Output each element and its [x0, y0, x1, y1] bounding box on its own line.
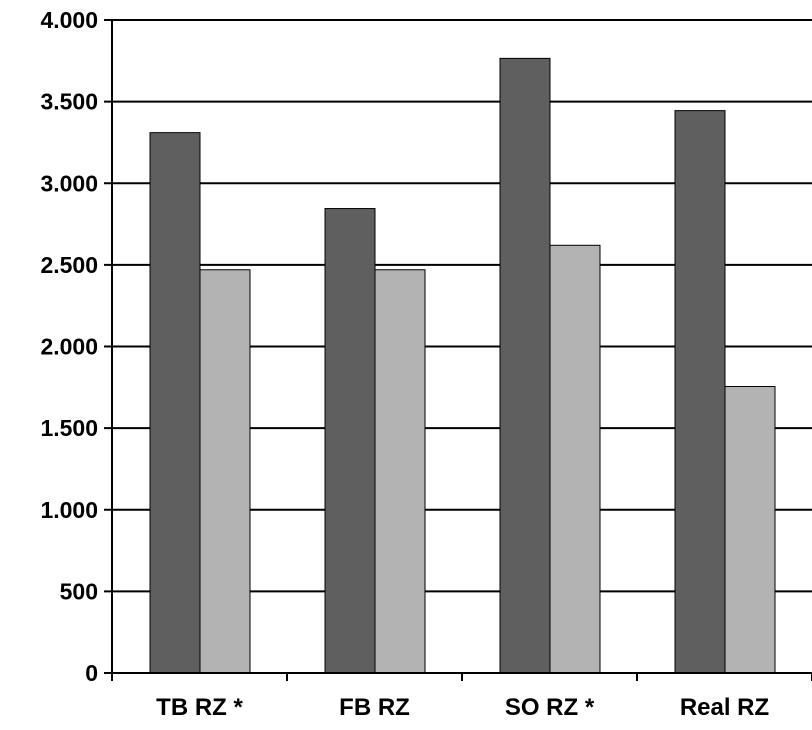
x-tick-labels: TB RZ * FB RZ SO RZ * Real RZ — [156, 694, 769, 721]
y-tick-label: 500 — [60, 578, 98, 604]
bar — [499, 57, 551, 674]
y-tick-labels: 0 500 1.000 1.500 2.000 2.500 3.000 3.500 4.000 — [40, 7, 98, 686]
y-tick-label: 4.000 — [40, 7, 98, 33]
bar — [674, 110, 726, 674]
x-tick-label: TB RZ * — [156, 694, 243, 721]
y-tick-label: 3.500 — [40, 89, 98, 115]
y-tick-label: 2.000 — [40, 334, 98, 360]
y-tick-label: 1.000 — [40, 497, 98, 523]
bar — [149, 132, 201, 674]
x-tick-label: FB RZ — [339, 694, 410, 721]
y-tick-label: 2.500 — [40, 252, 98, 278]
bar — [549, 244, 601, 674]
bar — [724, 385, 776, 674]
bars — [149, 57, 776, 674]
y-tick-label: 1.500 — [40, 415, 98, 441]
bar — [324, 208, 376, 674]
y-tick-label: 0 — [85, 660, 98, 686]
x-tick-label: Real RZ — [680, 694, 769, 721]
axes — [104, 19, 812, 681]
y-tick-label: 3.000 — [40, 170, 98, 196]
x-tick-label: SO RZ * — [505, 694, 595, 721]
bar — [199, 269, 251, 674]
bar — [374, 269, 426, 674]
